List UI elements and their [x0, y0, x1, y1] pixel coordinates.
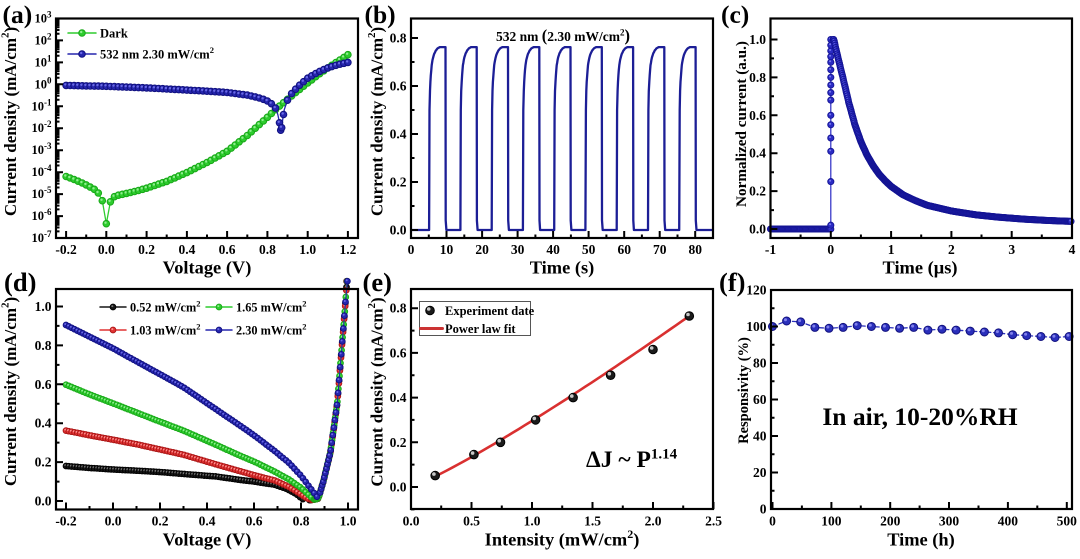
svg-text:50: 50 — [582, 242, 596, 257]
svg-text:0.4: 0.4 — [35, 416, 52, 431]
svg-text:80: 80 — [753, 356, 767, 371]
svg-text:1.0: 1.0 — [524, 514, 541, 529]
svg-text:60: 60 — [753, 392, 767, 407]
svg-text:Normalized current (a.u.): Normalized current (a.u.) — [733, 41, 750, 207]
svg-text:0: 0 — [769, 514, 776, 529]
svg-text:300: 300 — [939, 514, 960, 529]
svg-text:532 nm 2.30 mW/cm2: 532 nm 2.30 mW/cm2 — [100, 45, 214, 62]
svg-text:0.5: 0.5 — [463, 514, 480, 529]
svg-text:40: 40 — [546, 242, 560, 257]
svg-text:Voltage (V): Voltage (V) — [163, 258, 252, 279]
svg-text:0.4: 0.4 — [749, 146, 766, 161]
svg-text:In air, 10-20%RH: In air, 10-20%RH — [822, 402, 1017, 431]
svg-text:0.2: 0.2 — [152, 514, 169, 529]
svg-text:20: 20 — [753, 465, 767, 480]
svg-text:(e): (e) — [363, 267, 392, 297]
svg-text:0.2: 0.2 — [138, 242, 155, 257]
svg-text:532 nm (2.30 mW/cm2): 532 nm (2.30 mW/cm2) — [496, 26, 630, 45]
svg-text:0.0: 0.0 — [749, 222, 766, 237]
svg-text:0.0: 0.0 — [390, 223, 407, 238]
svg-text:0.0: 0.0 — [403, 514, 420, 529]
svg-text:0.0: 0.0 — [98, 242, 115, 257]
svg-text:0.52 mW/cm2: 0.52 mW/cm2 — [130, 298, 201, 314]
svg-text:1.0: 1.0 — [749, 32, 766, 47]
svg-text:0.2: 0.2 — [390, 175, 407, 190]
svg-text:0: 0 — [408, 242, 415, 257]
svg-text:2: 2 — [948, 242, 955, 257]
svg-text:Current density (mA/cm2): Current density (mA/cm2) — [366, 27, 387, 216]
svg-text:1.65 mW/cm2: 1.65 mW/cm2 — [236, 298, 307, 314]
svg-text:Experiment date: Experiment date — [445, 304, 535, 318]
svg-text:500: 500 — [1057, 514, 1078, 529]
svg-text:Power law fit: Power law fit — [445, 322, 516, 336]
svg-text:2.30 mW/cm2: 2.30 mW/cm2 — [236, 321, 307, 337]
svg-text:1.0: 1.0 — [35, 299, 52, 314]
svg-text:1.2: 1.2 — [339, 242, 356, 257]
svg-text:Time (μs): Time (μs) — [883, 258, 958, 279]
svg-text:120: 120 — [746, 283, 767, 298]
svg-text:0.6: 0.6 — [246, 514, 263, 529]
svg-text:100: 100 — [746, 319, 767, 334]
svg-text:2.5: 2.5 — [705, 514, 722, 529]
svg-text:0.6: 0.6 — [390, 345, 407, 360]
svg-text:0.4: 0.4 — [390, 127, 407, 142]
svg-text:0.8: 0.8 — [259, 242, 276, 257]
svg-text:3: 3 — [1008, 242, 1015, 257]
svg-text:0.4: 0.4 — [178, 242, 195, 257]
svg-text:(c): (c) — [721, 0, 749, 29]
svg-text:0.6: 0.6 — [749, 108, 766, 123]
svg-text:200: 200 — [880, 514, 901, 529]
svg-text:Responsivity (%): Responsivity (%) — [736, 337, 752, 444]
svg-text:(a): (a) — [3, 0, 33, 29]
svg-text:10: 10 — [440, 242, 454, 257]
svg-text:0.4: 0.4 — [199, 514, 216, 529]
svg-text:1.0: 1.0 — [299, 242, 316, 257]
svg-text:100: 100 — [821, 514, 842, 529]
svg-text:0.8: 0.8 — [293, 514, 310, 529]
svg-text:-1: -1 — [765, 242, 776, 257]
svg-text:Current density (mA/cm2): Current density (mA/cm2) — [366, 297, 387, 486]
svg-text:(f): (f) — [719, 267, 745, 297]
svg-text:2.0: 2.0 — [645, 514, 662, 529]
svg-text:-0.2: -0.2 — [55, 242, 77, 257]
svg-text:0.0: 0.0 — [390, 480, 407, 495]
svg-text:0.8: 0.8 — [35, 338, 52, 353]
svg-text:Intensity (mW/cm2): Intensity (mW/cm2) — [485, 527, 640, 551]
svg-text:0.2: 0.2 — [390, 435, 407, 450]
svg-text:0.6: 0.6 — [390, 79, 407, 94]
svg-text:0.6: 0.6 — [35, 377, 52, 392]
svg-text:0.8: 0.8 — [390, 301, 407, 316]
svg-text:Current density (mA/cm2): Current density (mA/cm2) — [0, 27, 20, 216]
svg-text:0.2: 0.2 — [35, 455, 52, 470]
svg-text:0.8: 0.8 — [390, 31, 407, 46]
svg-text:20: 20 — [475, 242, 489, 257]
svg-text:1: 1 — [888, 242, 895, 257]
svg-text:Dark: Dark — [100, 26, 128, 40]
svg-text:60: 60 — [617, 242, 631, 257]
svg-text:0.0: 0.0 — [35, 494, 52, 509]
svg-text:0.6: 0.6 — [219, 242, 236, 257]
svg-text:0.8: 0.8 — [749, 70, 766, 85]
svg-text:70: 70 — [653, 242, 667, 257]
svg-text:400: 400 — [998, 514, 1019, 529]
svg-text:4: 4 — [1069, 242, 1076, 257]
svg-text:0: 0 — [827, 242, 834, 257]
svg-text:-0.2: -0.2 — [55, 514, 77, 529]
svg-text:0: 0 — [760, 502, 767, 517]
svg-text:Time (s): Time (s) — [530, 258, 595, 279]
svg-text:(d): (d) — [4, 267, 36, 297]
svg-text:30: 30 — [511, 242, 525, 257]
svg-text:Time (h): Time (h) — [887, 530, 955, 551]
svg-text:1.5: 1.5 — [584, 514, 601, 529]
svg-text:40: 40 — [753, 429, 767, 444]
svg-text:Voltage (V): Voltage (V) — [163, 530, 252, 551]
svg-text:0.0: 0.0 — [105, 514, 122, 529]
svg-text:0.4: 0.4 — [390, 390, 407, 405]
svg-text:1.0: 1.0 — [340, 514, 357, 529]
svg-text:(b): (b) — [365, 0, 396, 29]
svg-text:0.2: 0.2 — [749, 184, 766, 199]
svg-text:80: 80 — [688, 242, 702, 257]
svg-text:Current density (mA/cm2): Current density (mA/cm2) — [0, 297, 20, 486]
svg-text:1.03 mW/cm2: 1.03 mW/cm2 — [130, 321, 201, 337]
